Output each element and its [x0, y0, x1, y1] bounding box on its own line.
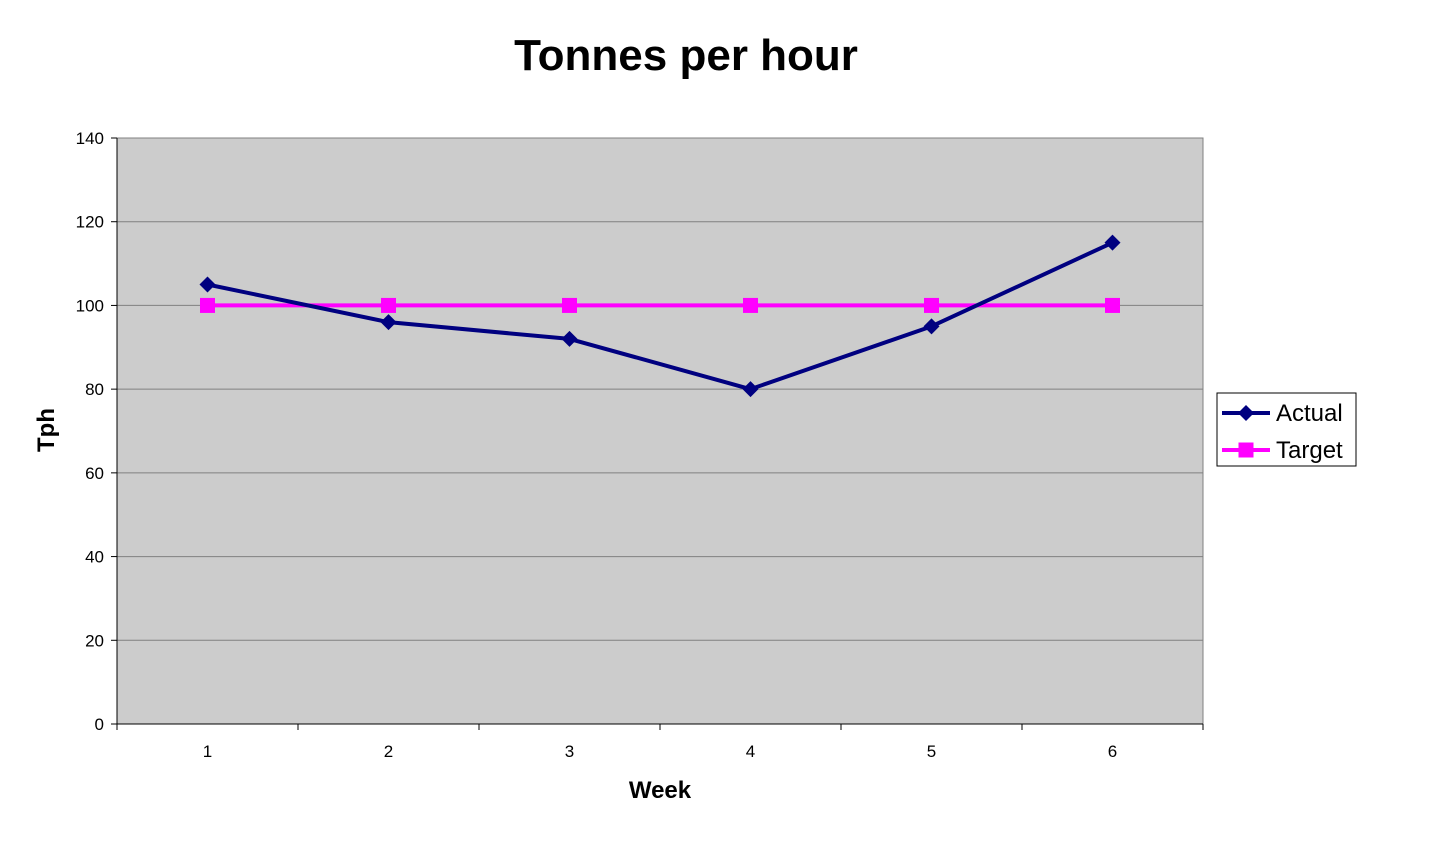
series-actual [199, 234, 1121, 398]
legend-item-target: Target [1222, 437, 1343, 464]
x-tick-label: 3 [565, 742, 574, 761]
y-tick-label: 120 [76, 213, 104, 232]
actual-point [1104, 234, 1121, 251]
chart-title: Tonnes per hour [514, 31, 858, 80]
x-tick-label: 5 [927, 742, 936, 761]
actual-point [561, 330, 578, 347]
target-point [200, 297, 215, 313]
plot-area [116, 137, 1204, 725]
y-axis-title: Tph [33, 408, 60, 452]
x-tick-label: 1 [203, 742, 212, 761]
y-tick-label: 40 [85, 548, 104, 567]
target-point [1105, 297, 1120, 313]
actual-line [207, 240, 1114, 392]
y-tick-label: 80 [85, 380, 104, 399]
legend-marker-target [1238, 442, 1254, 458]
y-tick-label: 100 [76, 296, 104, 315]
target-point [381, 297, 396, 313]
series [199, 234, 1121, 398]
x-tick-label: 2 [384, 742, 393, 761]
y-tick-label: 60 [85, 464, 104, 483]
actual-point [199, 276, 216, 293]
legend: Actual Target [1216, 392, 1357, 467]
target-point [743, 297, 758, 313]
actual-point [380, 314, 397, 331]
legend-label-actual: Actual [1276, 400, 1343, 427]
actual-point [923, 318, 940, 335]
target-point [924, 297, 939, 313]
y-tick-label: 0 [95, 715, 104, 734]
legend-marker-actual [1238, 405, 1254, 421]
x-tick-label: 4 [746, 742, 755, 761]
y-tick-label: 20 [85, 631, 104, 650]
y-tick-label: 140 [76, 129, 104, 148]
actual-point [742, 381, 759, 398]
x-tick-labels: 1 2 3 4 5 6 [203, 742, 1117, 761]
series-target [200, 297, 1120, 313]
legend-item-actual: Actual [1222, 400, 1343, 427]
x-axis-title: Week [629, 777, 692, 804]
target-point [562, 297, 577, 313]
x-tick-label: 6 [1108, 742, 1117, 761]
legend-label-target: Target [1276, 437, 1343, 464]
y-tick-labels: 0 20 40 60 80 100 120 140 [76, 129, 104, 734]
axes [111, 137, 1204, 730]
